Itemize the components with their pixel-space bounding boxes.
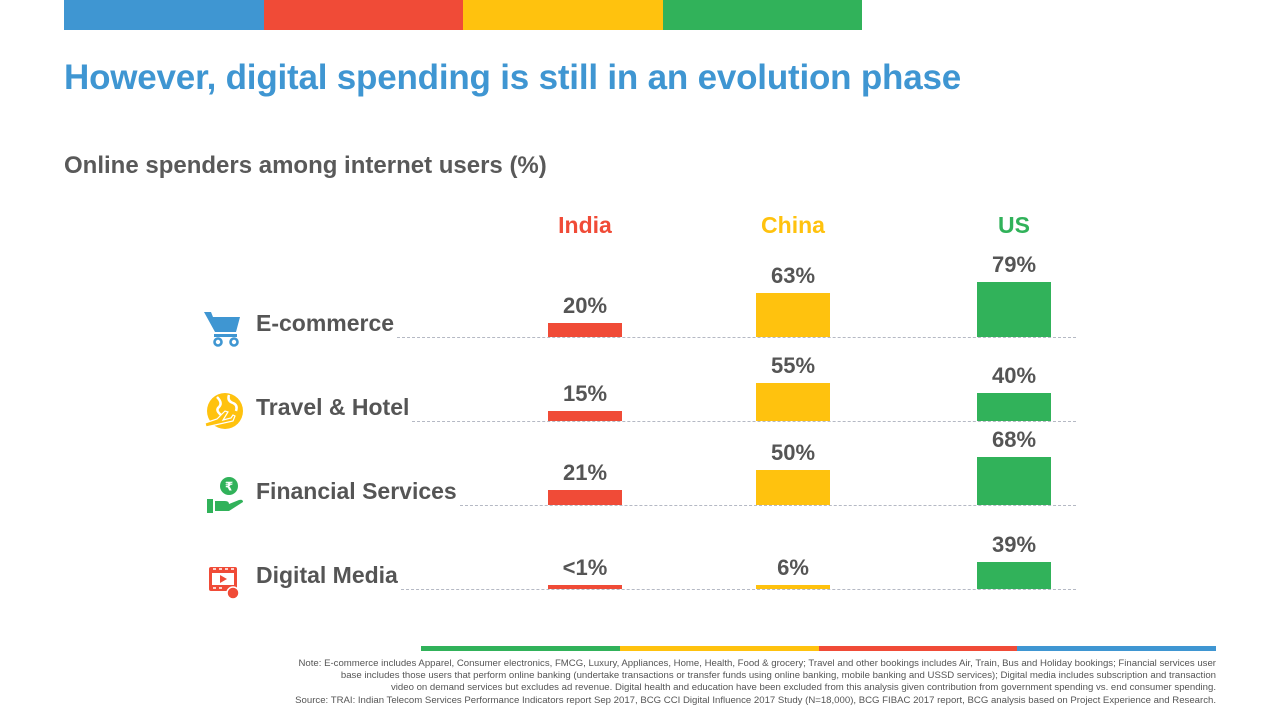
bottom-bar-segment-blue: [1017, 646, 1216, 651]
baseline: [459, 505, 1076, 506]
note-line: video on demand services but excludes ad…: [390, 682, 1216, 694]
top-bar-segment-yellow: [463, 0, 663, 30]
slide-title: However, digital spending is still in an…: [64, 58, 962, 97]
bar-india-0: [548, 323, 622, 337]
bar-india-1: [548, 410, 622, 421]
value-label: 63%: [770, 262, 816, 288]
video-tap-icon: [209, 567, 240, 600]
chart-subtitle: Online spenders among internet users (%): [64, 152, 547, 179]
bar-us-1: [977, 393, 1051, 421]
value-label: <1%: [562, 554, 608, 580]
baseline: [412, 421, 1076, 422]
baseline: [397, 337, 1076, 338]
baseline: [400, 589, 1076, 590]
bottom-bar-segment-yellow: [619, 646, 819, 651]
bottom-bar-segment-green: [421, 646, 620, 651]
category-row-financial-services: ₹ Financial Services: [0, 0, 1280, 513]
bar-us-2: [977, 457, 1051, 505]
bar-us-3: [977, 561, 1051, 589]
value-label: 39%: [991, 531, 1037, 557]
country-header-us: US: [998, 212, 1030, 238]
footnotes: Note: E-commerce includes Apparel, Consu…: [216, 658, 1216, 707]
value-label: 20%: [562, 293, 608, 318]
bar-china-1: [756, 382, 830, 421]
value-label: 15%: [562, 380, 608, 406]
svg-text:₹: ₹: [225, 480, 233, 494]
note-line: Note: E-commerce includes Apparel, Consu…: [298, 658, 1216, 669]
bottom-color-bar: [421, 646, 1216, 651]
bar-india-2: [548, 490, 622, 505]
bar-india-3: [548, 584, 622, 589]
bar-china-0: [756, 292, 830, 337]
value-label: 40%: [991, 363, 1037, 388]
category-label: Digital Media: [256, 562, 398, 588]
value-label: 68%: [991, 427, 1037, 453]
globe-airplane-icon: [204, 393, 243, 429]
top-bar-segment-blue: [64, 0, 264, 30]
country-header-china: China: [761, 212, 825, 238]
value-label: 55%: [770, 352, 816, 378]
bar-china-3: [756, 584, 830, 589]
bottom-bar-segment-red: [818, 646, 1018, 651]
category-label: E-commerce: [256, 310, 395, 336]
country-header-india: India: [558, 212, 612, 238]
category-label: Financial Services: [256, 478, 457, 504]
category-row-digital-media: Digital Media: [0, 0, 1280, 600]
rupee-hand-icon: ₹: [207, 477, 243, 513]
top-bar-segment-green: [662, 0, 862, 30]
category-row-travel-hotel: Travel & Hotel: [0, 0, 1280, 429]
category-row-ecommerce: E-commerce: [0, 0, 1280, 347]
source-line: Source: TRAI: Indian Telecom Services Pe…: [295, 694, 1216, 706]
value-label: 79%: [991, 251, 1037, 277]
value-label: 21%: [562, 460, 608, 486]
note-line: base includes those users that perform o…: [340, 670, 1216, 682]
bar-china-2: [756, 470, 830, 505]
top-bar-segment-red: [263, 0, 463, 30]
shopping-cart-icon: [204, 312, 240, 347]
value-label: 50%: [770, 440, 816, 465]
bar-us-0: [977, 281, 1051, 337]
category-label: Travel & Hotel: [256, 394, 410, 420]
top-color-bar: [64, 0, 862, 30]
value-label: 6%: [777, 554, 809, 580]
